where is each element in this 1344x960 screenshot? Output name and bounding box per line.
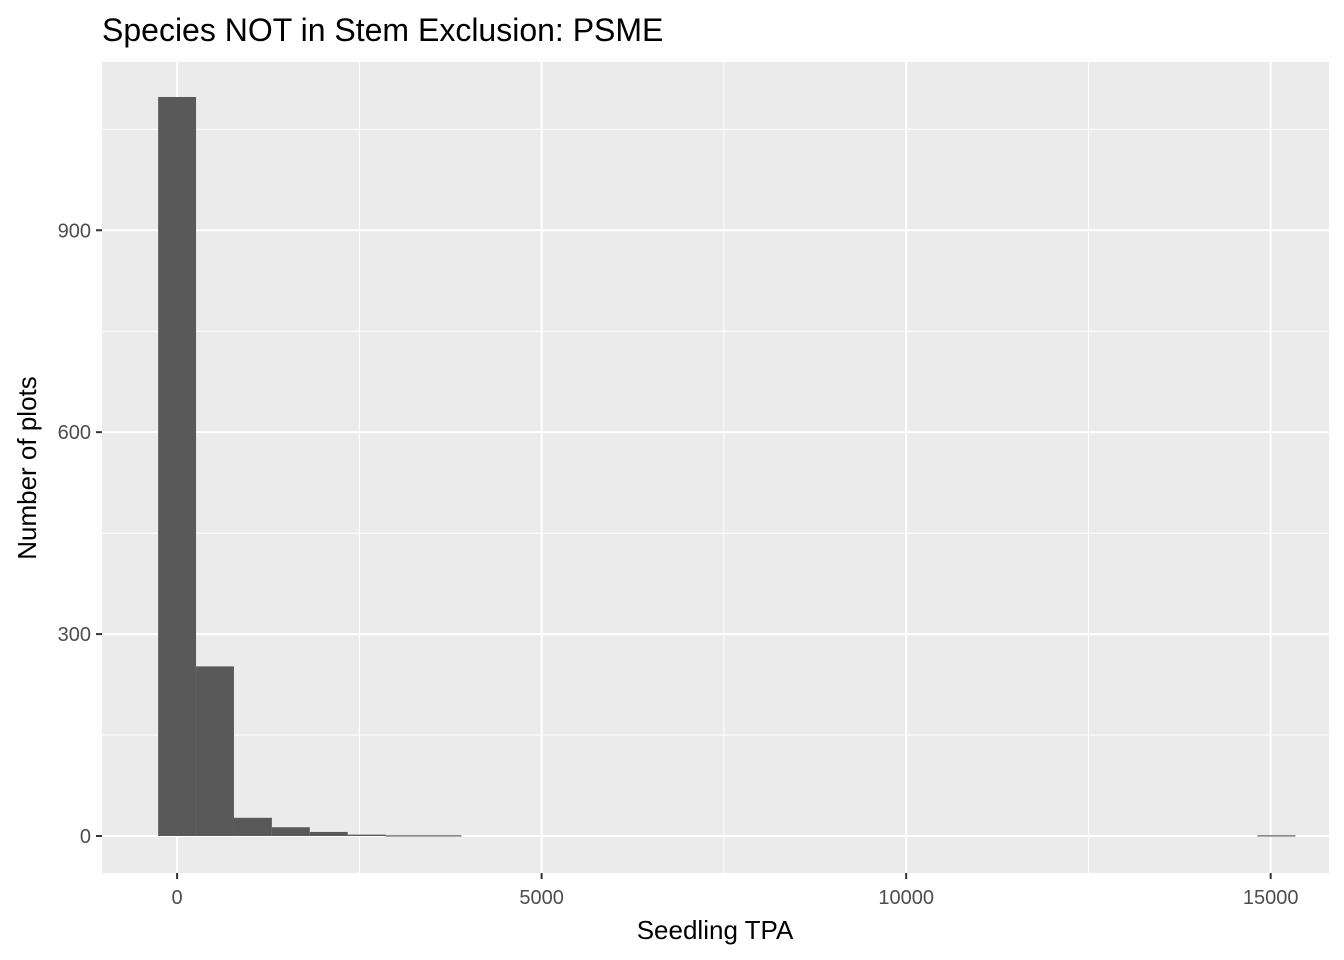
y-tick-label: 600 (58, 422, 91, 444)
x-tick-label: 5000 (519, 887, 564, 909)
histogram-bar (1257, 835, 1296, 837)
histogram-bar (158, 96, 197, 836)
y-axis-ticks: 0 300 600 900 (58, 220, 102, 848)
x-axis-title: Seedling TPA (637, 915, 794, 945)
histogram-bar (347, 834, 386, 836)
y-tick-label: 900 (58, 220, 91, 242)
x-axis-ticks: 0 5000 10000 15000 (172, 873, 1299, 909)
x-tick-label: 15000 (1243, 887, 1299, 909)
histogram-bar (385, 835, 424, 837)
histogram-bar (196, 666, 234, 836)
histogram-bar (233, 817, 272, 836)
panel-background (102, 62, 1329, 873)
histogram-bar (271, 827, 310, 836)
histogram-bar (309, 831, 348, 836)
x-tick-label: 0 (172, 887, 183, 909)
histogram-bars (158, 96, 1296, 837)
y-tick-label: 0 (80, 826, 91, 848)
histogram-bar (423, 835, 462, 837)
minor-gridlines (102, 62, 1329, 873)
x-tick-label: 10000 (878, 887, 934, 909)
y-tick-label: 300 (58, 624, 91, 646)
chart-title: Species NOT in Stem Exclusion: PSME (102, 12, 663, 48)
y-axis-title: Number of plots (12, 376, 42, 560)
